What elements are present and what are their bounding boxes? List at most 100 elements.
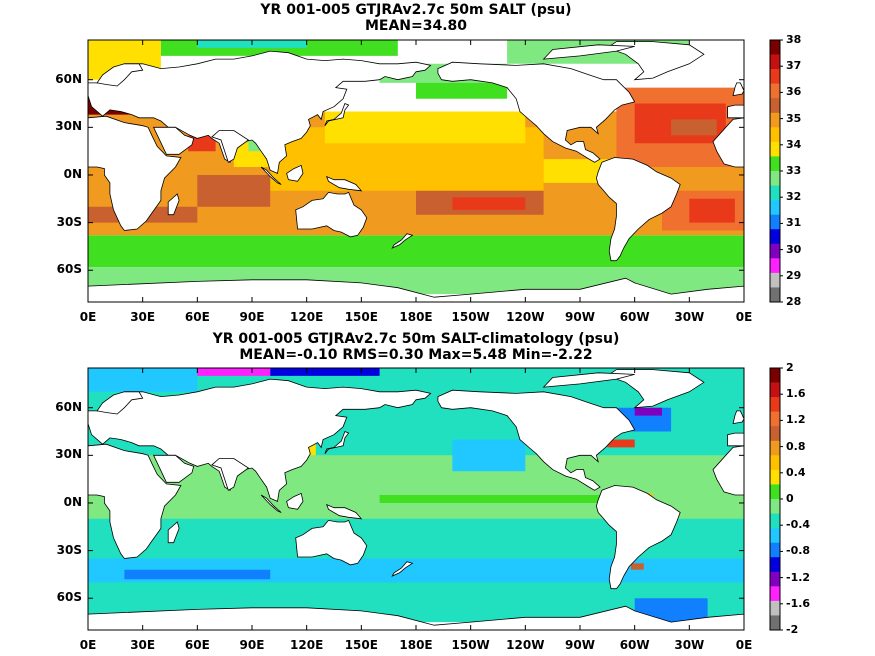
colorbar-label: 1.2 [786,413,806,427]
x-tick-label: 180E [399,310,433,324]
data-region-1-18 [671,119,717,136]
colorbar-swatch [770,40,780,55]
colorbar-label: -0.4 [786,518,811,532]
land-south-america [595,485,681,590]
data-region-1-12 [197,175,271,207]
land-south-america [595,157,681,262]
land-iberia-britain [727,104,744,119]
land-borneo [286,492,304,510]
y-tick-label: 0N [63,166,82,181]
colorbar-swatch [770,484,780,500]
colorbar-swatch [770,455,780,471]
chart-2-title: YR 001-005 GTJRAv2.7c 50m SALT-climatolo… [212,331,620,347]
x-tick-label: 120E [290,638,324,652]
colorbar-label: 1.6 [786,387,806,401]
colorbar-swatch [770,571,780,587]
x-tick-label: 90E [239,310,265,324]
colorbar-label: 33 [786,164,802,177]
land-arabia [152,454,195,483]
colorbar-label: -2 [786,623,799,636]
x-tick-label: 90W [565,310,595,324]
land-madagascar [167,521,180,544]
colorbar-swatch [770,214,780,230]
x-tick-label: 150W [451,310,490,324]
y-tick-label: 60N [55,71,82,86]
x-tick-label: 30W [674,310,705,324]
land-europe-asia [88,378,432,502]
land-north-america [437,389,636,491]
colorbar-label: 28 [786,295,802,308]
land-new-zealand [391,561,414,577]
colorbar-swatch [770,397,780,412]
land-scandinavia [96,391,144,415]
y-tick-label: 0N [63,494,82,509]
land-australia [295,519,368,566]
data-region-2-8 [197,368,271,376]
x-tick-label: 150W [451,638,490,652]
land-arabia [152,126,195,155]
x-tick-label: 0E [79,638,97,652]
land-japan [324,102,350,126]
colorbar-label: 32 [786,190,802,204]
data-region-2-4 [124,569,271,580]
y-tick-label: 60N [55,399,82,414]
colorbar-swatch [770,141,780,157]
colorbar-swatch [770,127,780,143]
land-new-guinea [325,503,363,520]
x-tick-label: 60W [619,638,650,652]
land-uk [732,410,744,425]
x-tick-label: 30E [130,638,156,652]
data-region-1-0 [88,235,744,268]
y-tick-label: 30S [56,214,82,229]
data-region-1-21 [188,135,216,152]
colorbar-swatch [770,615,780,631]
colorbar-swatch [770,185,780,201]
colorbar-label: 37 [786,59,802,73]
x-tick-label: 120W [506,638,545,652]
colorbar-swatch [770,382,780,398]
land-australia [295,191,368,238]
x-tick-label: 60E [184,310,210,324]
land-arctic-islands [542,372,635,388]
x-tick-label: 0E [735,310,753,324]
land-sumatra [260,494,282,513]
x-tick-label: 90W [565,638,595,652]
land-madagascar [167,193,180,216]
colorbar-swatch [770,69,780,84]
y-tick-label: 60S [56,262,82,277]
land-antarctica [88,605,744,630]
colorbar-label: 38 [786,33,802,46]
x-tick-label: 120E [290,310,324,324]
colorbar-label: 0 [786,492,794,505]
land-north-america [437,61,636,163]
data-region-1-6 [416,79,508,99]
colorbar-swatch [770,600,780,616]
colorbar-label: 0.8 [786,439,806,453]
data-region-2-15 [452,439,526,472]
chart-1-subtitle: MEAN=34.80 [364,18,468,34]
colorbar-swatch [770,528,780,543]
colorbar-swatch [770,243,780,259]
colorbar-label: 0.4 [786,465,806,479]
land-arctic-islands [542,44,635,60]
land-europe-asia [88,50,432,174]
data-region-2-7 [270,368,380,376]
land-sumatra [260,166,282,185]
colorbar-swatch [770,200,780,215]
data-region-2-6 [88,368,198,392]
data-region-2-14 [631,563,644,570]
land-africa [88,115,182,231]
data-region-1-4 [324,111,526,144]
land-india [211,458,250,491]
x-tick-label: 150E [344,310,378,324]
land-new-guinea [325,175,363,192]
colorbar-label: 36 [786,85,802,99]
land-africa [88,443,182,559]
salinity-anomaly-map-panel [88,368,744,630]
colorbar-swatch [770,112,780,128]
colorbar-swatch [770,83,780,99]
data-region-1-15 [452,197,526,210]
colorbar-swatch [770,469,780,485]
x-tick-label: 180E [399,638,433,652]
